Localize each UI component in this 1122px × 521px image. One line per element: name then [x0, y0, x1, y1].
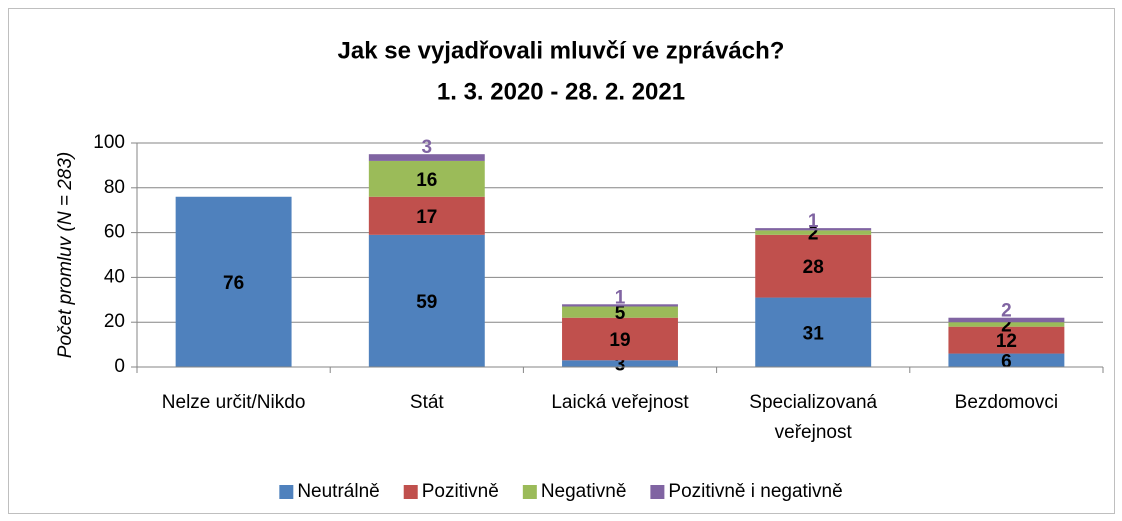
bar-segment: [755, 228, 872, 231]
bar-segment: [368, 196, 485, 235]
bar-segment: [755, 230, 872, 235]
bar-segment: [368, 234, 485, 367]
bar-segment: [368, 154, 485, 161]
data-label: 59: [416, 292, 437, 313]
bar-segment: [755, 234, 872, 298]
y-tick-label: 60: [104, 222, 125, 243]
data-label: 16: [416, 170, 437, 191]
data-label: 28: [803, 257, 824, 278]
data-label: 3: [422, 137, 433, 158]
data-label: 17: [416, 207, 437, 228]
data-label: 2: [1001, 301, 1012, 322]
bar-segment: [368, 160, 485, 197]
y-tick-label: 100: [93, 132, 125, 153]
bar-segment: [948, 353, 1065, 367]
bar-segment: [562, 360, 678, 367]
legend-swatch: [403, 485, 418, 499]
bar-segment: [562, 304, 678, 307]
y-tick-label: 0: [114, 356, 125, 377]
chart-title: Jak se vyjadřovali mluvčí ve zprávách?: [338, 37, 785, 64]
data-label: 1: [808, 211, 819, 232]
legend-swatch: [650, 485, 665, 499]
bar-segment: [948, 322, 1065, 327]
data-label: 19: [609, 330, 630, 351]
data-label: 2: [1001, 315, 1012, 336]
bar-segment: [755, 297, 872, 367]
data-label: 6: [1001, 351, 1012, 372]
chart-subtitle: 1. 3. 2020 - 28. 2. 2021: [437, 78, 685, 105]
data-label: 5: [615, 303, 626, 324]
data-label: 1: [615, 287, 626, 308]
bar-segment: [948, 326, 1065, 354]
legend-label: Pozitivně: [422, 481, 499, 502]
legend-label: Neutrálně: [297, 481, 379, 502]
data-label: 76: [223, 273, 244, 294]
x-tick-label: Specializovaná veřejnost: [749, 392, 877, 443]
bar-segment: [562, 317, 678, 361]
y-tick-label: 40: [104, 266, 125, 287]
legend-label: Pozitivně i negativně: [668, 481, 842, 502]
x-tick-label: Laická veřejnost: [551, 392, 689, 413]
x-tick-label: Bezdomovci: [955, 392, 1059, 413]
legend-swatch: [279, 485, 294, 499]
y-tick-label: 20: [104, 311, 125, 332]
bar-segment: [948, 317, 1065, 323]
bar-segment: [562, 306, 678, 318]
legend-swatch: [522, 485, 537, 499]
data-label: 2: [808, 224, 819, 245]
data-label: 12: [996, 331, 1017, 352]
legend-label: Negativně: [541, 481, 627, 502]
y-axis-label: Počet promluv (N = 283): [55, 152, 76, 358]
data-label: 3: [615, 355, 626, 376]
data-label: 31: [803, 323, 825, 344]
x-tick-label: Nelze určit/Nikdo: [162, 392, 306, 413]
y-tick-label: 80: [104, 177, 125, 198]
x-tick-label: Stát: [410, 392, 445, 413]
bar-segment: [175, 196, 292, 367]
